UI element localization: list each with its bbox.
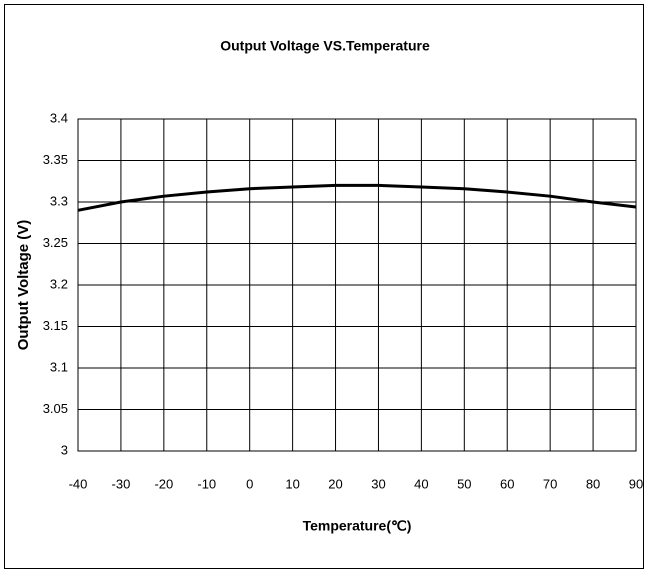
x-tick-label: 10 [285, 476, 299, 491]
y-axis-label: Output Voltage (V) [15, 220, 32, 351]
x-tick-label: -10 [197, 476, 216, 491]
x-tick-label: 70 [543, 476, 557, 491]
x-axis-label: Temperature(℃) [303, 518, 412, 534]
y-tick-label: 3.1 [50, 359, 68, 374]
data-line [77, 183, 637, 212]
x-tick-label: 30 [371, 476, 385, 491]
x-tick-label: 60 [500, 476, 514, 491]
y-tick-label: 3.35 [43, 152, 68, 167]
y-tick-label: 3.2 [50, 276, 68, 291]
y-tick-label: 3 [61, 442, 68, 457]
frame [4, 4, 644, 569]
y-tick-label: 3.25 [43, 235, 68, 250]
x-tick-label: 50 [457, 476, 471, 491]
x-tick-label: 0 [246, 476, 253, 491]
chart-title: Output Voltage VS.Temperature [220, 38, 430, 54]
x-tick-label: 20 [328, 476, 342, 491]
x-tick-label: 40 [414, 476, 428, 491]
plot-border [77, 118, 637, 452]
x-tick-label: -40 [69, 476, 88, 491]
y-tick-label: 3.15 [43, 318, 68, 333]
x-tick-label: -30 [112, 476, 131, 491]
x-tick-label: -20 [154, 476, 173, 491]
y-tick-label: 3.4 [50, 110, 68, 125]
x-tick-label: 80 [586, 476, 600, 491]
x-tick-label: 90 [629, 476, 643, 491]
y-tick-label: 3.05 [43, 401, 68, 416]
y-tick-label: 3.3 [50, 193, 68, 208]
